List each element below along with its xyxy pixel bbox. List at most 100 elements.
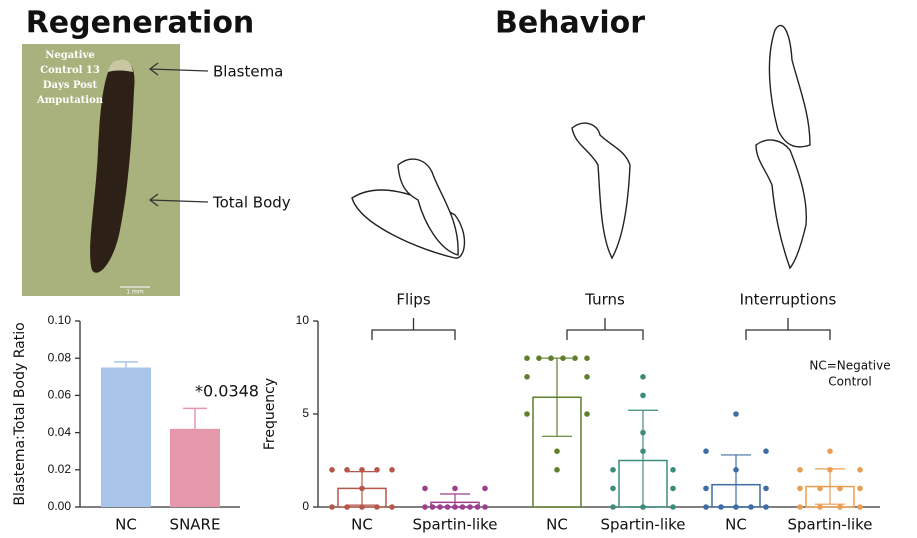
data-point [703,486,709,492]
data-point [437,504,443,510]
bar [101,368,151,508]
data-point [359,486,365,492]
group-label: Turns [584,291,625,309]
y-tick-label: 0.00 [48,499,72,513]
y-tick-label: 0.08 [48,350,72,364]
data-point [359,504,365,510]
data-point [640,430,646,436]
data-point [670,467,676,473]
photo-label: Blastema [213,63,283,81]
bar [170,429,220,507]
data-point [430,504,436,510]
annotation: NC=Negative [809,359,890,373]
data-point [718,504,724,510]
y-tick-label: 0.10 [48,313,72,327]
data-point [572,355,578,361]
data-point [610,467,616,473]
bracket [372,318,455,340]
data-point [827,448,833,454]
data-point [460,504,466,510]
scale-label: 1 mm [126,289,144,296]
x-tick-label: NC [351,516,373,534]
data-point [467,504,473,510]
worm-drawing [756,140,806,268]
data-point [560,355,566,361]
data-point [389,467,395,473]
data-point [524,411,530,417]
data-point [524,355,530,361]
y-tick-label: 0 [302,499,309,513]
data-point [524,374,530,380]
data-point [703,448,709,454]
drawings [352,25,810,268]
data-point [610,504,616,510]
annotation: Control [828,375,871,389]
x-tick-label: NC [546,516,568,534]
data-point [548,355,554,361]
data-point [733,411,739,417]
data-point [640,448,646,454]
data-point [733,467,739,473]
x-tick-label: NC [115,516,137,534]
x-tick-label: Spartin-like [412,516,497,534]
figure: Regeneration Behavior NegativeControl 13… [0,0,917,538]
data-point [763,448,769,454]
data-point [482,504,488,510]
bracket [567,318,643,340]
worm-drawing [572,123,630,258]
data-point [482,486,488,492]
data-point [817,486,823,492]
annotation: *0.0348 [195,382,259,401]
x-tick-label: SNARE [170,516,221,534]
data-point [329,467,335,473]
data-point [640,393,646,399]
data-point [554,448,560,454]
data-point [797,504,803,510]
y-tick-label: 0.02 [48,462,72,476]
data-point [837,504,843,510]
data-point [445,504,451,510]
data-point [329,504,335,510]
group-label: Flips [396,291,430,309]
data-point [422,486,428,492]
data-point [359,467,365,473]
x-tick-label: Spartin-like [600,516,685,534]
data-point [422,504,428,510]
y-axis-label: Frequency [262,378,278,450]
data-point [670,504,676,510]
y-tick-label: 5 [302,406,309,420]
x-tick-label: Spartin-like [787,516,872,534]
data-point [584,411,590,417]
data-point [797,486,803,492]
data-point [452,504,458,510]
data-point [344,504,350,510]
bracket [746,318,830,340]
data-point [610,486,616,492]
data-point [748,504,754,510]
y-tick-label: 10 [296,313,310,327]
heading: Regeneration [26,6,255,41]
data-point [817,504,823,510]
data-point [389,504,395,510]
data-point [733,504,739,510]
data-point [584,374,590,380]
chart-ratio: Blastema:Total Body Ratio *0.0348 0.000.… [12,313,259,533]
photo-label: Total Body [212,194,291,212]
data-point [837,486,843,492]
data-point [640,374,646,380]
data-point [554,467,560,473]
y-tick-label: 0.04 [48,425,72,439]
data-point [703,504,709,510]
heading: Behavior [495,6,645,41]
y-tick-label: 0.06 [48,388,72,402]
data-point [827,467,833,473]
worm-drawing [769,25,810,146]
group-label: Interruptions [740,291,837,309]
data-point [374,467,380,473]
data-point [475,504,481,510]
data-point [857,486,863,492]
data-point [536,355,542,361]
data-point [763,486,769,492]
x-tick-label: NC [725,516,747,534]
